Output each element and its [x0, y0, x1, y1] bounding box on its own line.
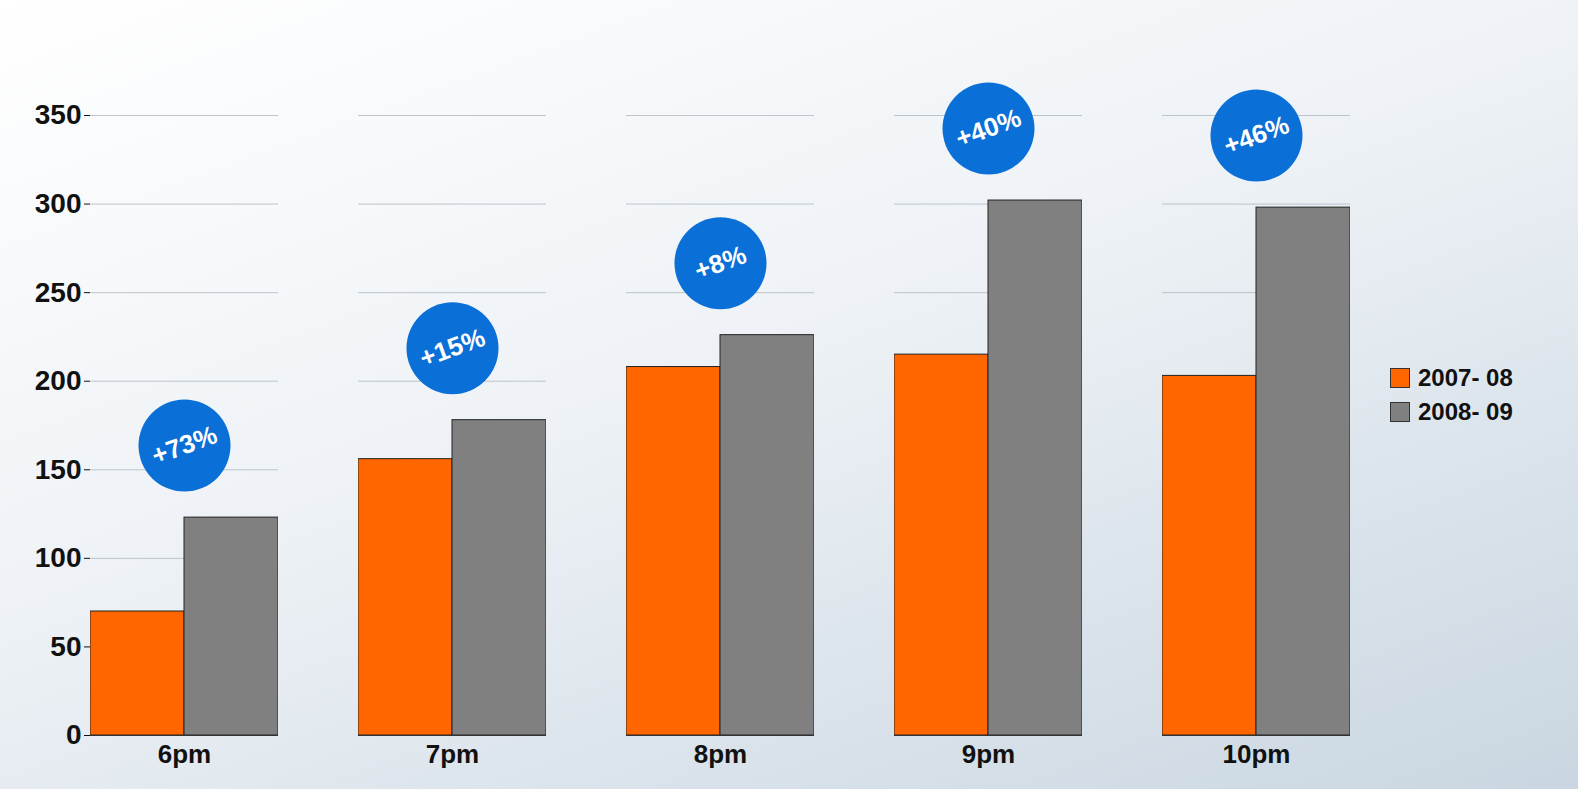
- svg-text:250: 250: [35, 276, 82, 307]
- svg-text:+73%: +73%: [148, 419, 221, 470]
- svg-text:100: 100: [35, 542, 82, 573]
- html-text:2008- 09: 2008- 09: [1418, 397, 1513, 425]
- svg-text:+8%: +8%: [690, 239, 750, 285]
- svg-text:8pm: 8pm: [694, 738, 747, 768]
- svg-text:7pm: 7pm: [426, 738, 479, 768]
- svg-text:0: 0: [66, 719, 82, 750]
- svg-text:300: 300: [35, 188, 82, 219]
- html-text:2007- 08: 2007- 08: [1418, 363, 1513, 391]
- svg-text:50: 50: [50, 630, 81, 661]
- svg-text:350: 350: [35, 99, 82, 130]
- svg-text:150: 150: [35, 453, 82, 484]
- svg-text:+46%: +46%: [1220, 109, 1293, 160]
- svg-text:6pm: 6pm: [158, 738, 211, 768]
- svg-text:+15%: +15%: [416, 321, 489, 372]
- svg-text:200: 200: [35, 365, 82, 396]
- svg-text:9pm: 9pm: [962, 738, 1015, 768]
- svg-text:10pm: 10pm: [1223, 738, 1291, 768]
- svg-text:+40%: +40%: [952, 102, 1025, 153]
